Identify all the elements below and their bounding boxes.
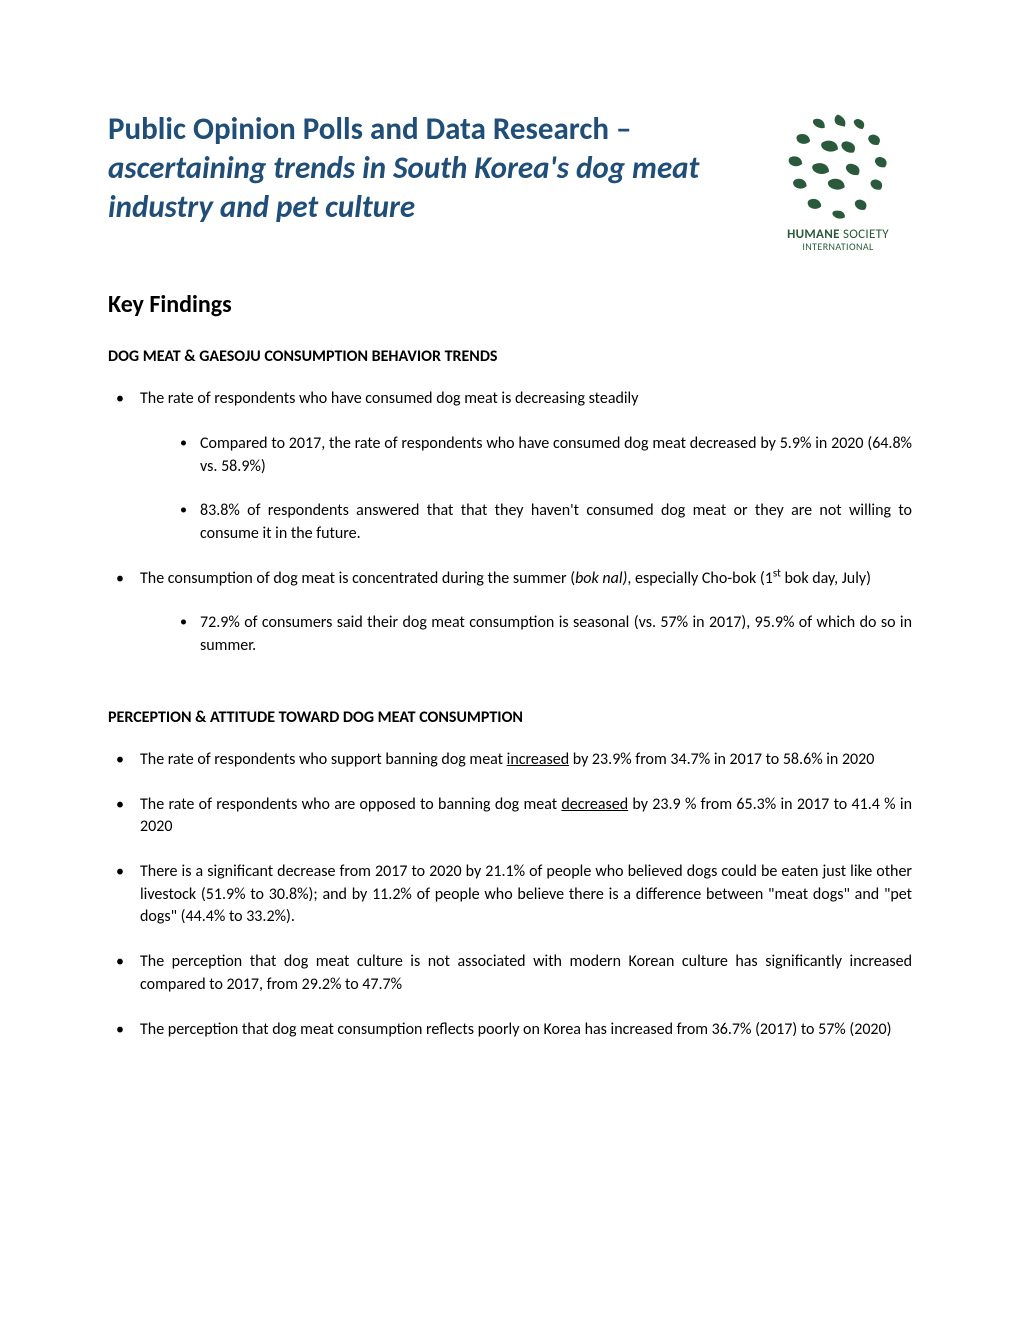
list-item: 72.9% of consumers said their dog meat c… <box>140 612 912 657</box>
list-item: The perception that dog meat consumption… <box>108 1019 912 1042</box>
title-line-2: ascertaining trends in South Korea's dog… <box>108 149 744 227</box>
list-item: The consumption of dog meat is concentra… <box>108 568 912 658</box>
bullet-text: The consumption of dog meat is concentra… <box>140 569 871 588</box>
logo-globe-icon <box>782 110 894 222</box>
list-item: The rate of respondents who have consume… <box>108 388 912 546</box>
subsection-1-list: The rate of respondents who have consume… <box>108 388 912 658</box>
header-row: Public Opinion Polls and Data Research –… <box>108 110 912 252</box>
list-item: The rate of respondents who are opposed … <box>108 794 912 839</box>
list-item: The perception that dog meat culture is … <box>108 951 912 996</box>
title-line-1: Public Opinion Polls and Data Research – <box>108 110 744 149</box>
bullet-text: The rate of respondents who have consume… <box>140 389 638 408</box>
key-findings-heading: Key Findings <box>108 290 912 319</box>
inner-list: 72.9% of consumers said their dog meat c… <box>140 612 912 657</box>
logo: HUMANE SOCIETY INTERNATIONAL <box>764 110 912 252</box>
list-item: 83.8% of respondents answered that that … <box>140 500 912 545</box>
logo-text-line-2: INTERNATIONAL <box>764 242 912 253</box>
subsection-2-heading: PERCEPTION & ATTITUDE TOWARD DOG MEAT CO… <box>108 708 912 727</box>
list-item: The rate of respondents who support bann… <box>108 749 912 772</box>
subsection-2-list: The rate of respondents who support bann… <box>108 749 912 1041</box>
subsection-1-heading: DOG MEAT & GAESOJU CONSUMPTION BEHAVIOR … <box>108 347 912 366</box>
inner-list: Compared to 2017, the rate of respondent… <box>140 433 912 546</box>
title-block: Public Opinion Polls and Data Research –… <box>108 110 764 226</box>
list-item: Compared to 2017, the rate of respondent… <box>140 433 912 478</box>
list-item: There is a significant decrease from 201… <box>108 861 912 929</box>
